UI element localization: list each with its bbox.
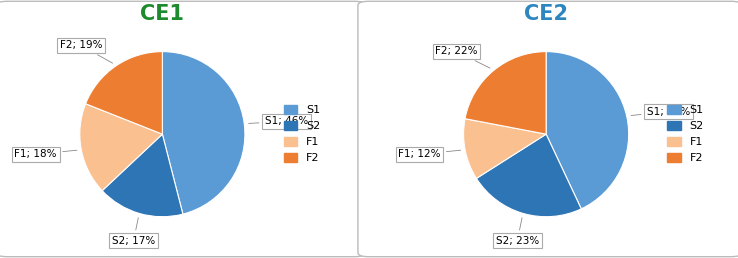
Wedge shape [162,52,245,214]
Text: F1; 18%: F1; 18% [15,149,77,159]
Text: S1; 46%: S1; 46% [249,116,308,126]
Text: F2; 22%: F2; 22% [435,46,490,68]
Wedge shape [102,134,183,217]
Text: S2; 23%: S2; 23% [496,218,539,246]
Wedge shape [80,104,162,191]
Wedge shape [465,52,546,134]
Wedge shape [463,119,546,178]
Wedge shape [477,134,582,217]
Wedge shape [546,52,629,209]
Title: CE1: CE1 [140,4,184,24]
Wedge shape [86,52,162,134]
Text: F1; 12%: F1; 12% [399,149,461,159]
Legend: S1, S2, F1, F2: S1, S2, F1, F2 [665,103,706,166]
Title: CE2: CE2 [524,4,568,24]
Text: S2; 17%: S2; 17% [112,218,155,246]
Text: F2; 19%: F2; 19% [60,41,113,63]
Text: S1; 43%: S1; 43% [631,107,690,117]
Legend: S1, S2, F1, F2: S1, S2, F1, F2 [281,103,323,166]
